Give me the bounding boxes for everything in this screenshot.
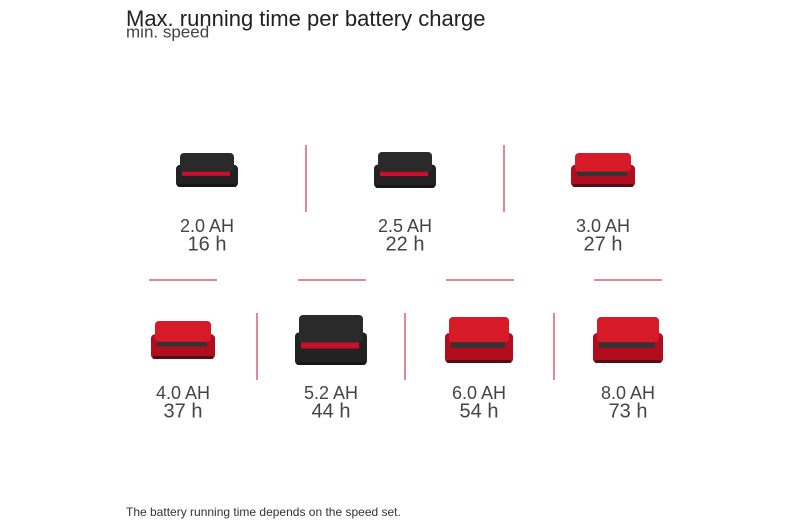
capacity-label: 4.0 AH: [156, 383, 210, 403]
runtime-label: 16 h: [188, 233, 227, 255]
battery-stripe: [599, 342, 655, 348]
battery-shadow: [178, 184, 236, 187]
battery-top: [597, 317, 659, 343]
battery-shadow: [447, 360, 511, 363]
battery-top: [378, 152, 432, 172]
battery-stripe: [451, 342, 505, 348]
battery-icon: [445, 317, 513, 363]
capacity-label: 6.0 AH: [452, 383, 506, 403]
battery-icon: [151, 321, 215, 359]
capacity-label: 5.2 AH: [304, 383, 358, 403]
battery-shadow: [376, 185, 434, 188]
runtime-label: 22 h: [386, 233, 425, 255]
battery-top: [449, 317, 509, 343]
battery-stripe: [182, 171, 230, 176]
battery-top: [180, 153, 234, 172]
battery-shadow: [595, 360, 661, 363]
battery-icon: [571, 153, 635, 187]
capacity-label: 8.0 AH: [601, 383, 655, 403]
battery-icon: [295, 315, 367, 365]
capacity-label: 2.0 AH: [180, 216, 234, 236]
battery-top: [299, 315, 363, 343]
runtime-label: 37 h: [164, 400, 203, 422]
runtime-label: 27 h: [584, 233, 623, 255]
battery-icon: [176, 153, 238, 187]
battery-shadow: [297, 362, 365, 365]
battery-shadow: [153, 356, 213, 359]
runtime-label: 44 h: [312, 400, 351, 422]
battery-top: [575, 153, 631, 172]
battery-icon: [593, 317, 663, 363]
battery-stripe: [380, 171, 428, 177]
runtime-label: 54 h: [460, 400, 499, 422]
battery-stripe: [157, 341, 207, 347]
battery-stripe: [301, 342, 359, 349]
battery-shadow: [573, 184, 633, 187]
capacity-label: 2.5 AH: [378, 216, 432, 236]
battery-stripe: [577, 171, 627, 176]
capacity-label: 3.0 AH: [576, 216, 630, 236]
battery-icon: [374, 152, 436, 188]
runtime-label: 73 h: [609, 400, 648, 422]
subtitle: min. speed: [126, 22, 209, 41]
title: Max. running time per battery charge: [126, 6, 486, 31]
footnote: The battery running time depends on the …: [126, 505, 401, 519]
battery-top: [155, 321, 211, 342]
dividers: [149, 145, 662, 380]
